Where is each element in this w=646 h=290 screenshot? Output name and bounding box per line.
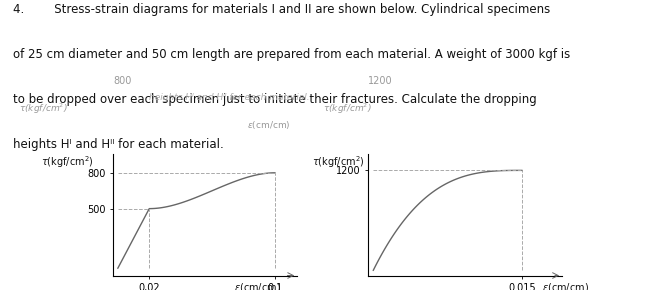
Text: $\tau$(kgf/cm$^2$): $\tau$(kgf/cm$^2$): [41, 154, 94, 169]
Text: of 25 cm diameter and 50 cm length are prepared from each material. A weight of : of 25 cm diameter and 50 cm length are p…: [13, 48, 570, 61]
Text: 1200: 1200: [368, 76, 393, 86]
Text: to be dropped over each specimen just to initiate their fractures. Calculate the: to be dropped over each specimen just to…: [13, 93, 537, 106]
Text: 800: 800: [113, 76, 131, 86]
Text: $\varepsilon$(cm/cm): $\varepsilon$(cm/cm): [247, 119, 291, 130]
Text: heights Hᴵ and Hᴵᴵ for each material.: heights Hᴵ and Hᴵᴵ for each material.: [149, 93, 309, 102]
Text: $\varepsilon$(cm/cm): $\varepsilon$(cm/cm): [542, 280, 589, 290]
Text: $\varepsilon$(cm/cm): $\varepsilon$(cm/cm): [234, 282, 282, 290]
Text: heights Hᴵ and Hᴵᴵ for each material.: heights Hᴵ and Hᴵᴵ for each material.: [13, 138, 224, 151]
Text: $\tau$(kgf/cm$^2$): $\tau$(kgf/cm$^2$): [323, 102, 371, 116]
Text: $\tau$(kgf/cm$^2$): $\tau$(kgf/cm$^2$): [19, 102, 68, 116]
Text: $\tau$(kgf/cm$^2$): $\tau$(kgf/cm$^2$): [313, 154, 365, 169]
Text: 4.        Stress-strain diagrams for materials I and II are shown below. Cylindr: 4. Stress-strain diagrams for materials …: [13, 3, 550, 16]
